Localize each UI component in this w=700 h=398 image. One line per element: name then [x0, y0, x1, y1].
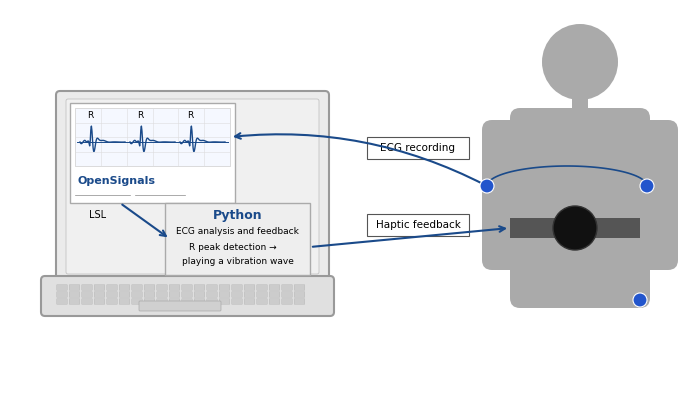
- Text: Haptic feedback: Haptic feedback: [376, 220, 461, 230]
- FancyBboxPatch shape: [294, 285, 304, 290]
- FancyBboxPatch shape: [157, 299, 167, 304]
- FancyBboxPatch shape: [144, 292, 155, 297]
- Circle shape: [480, 179, 494, 193]
- FancyBboxPatch shape: [257, 292, 267, 297]
- Bar: [75, 108, 230, 166]
- Text: R: R: [187, 111, 193, 121]
- Bar: [510, 218, 640, 238]
- FancyBboxPatch shape: [367, 214, 469, 236]
- FancyBboxPatch shape: [106, 299, 118, 304]
- FancyBboxPatch shape: [157, 285, 167, 290]
- FancyBboxPatch shape: [510, 108, 650, 308]
- FancyBboxPatch shape: [182, 285, 192, 290]
- FancyBboxPatch shape: [144, 285, 155, 290]
- FancyBboxPatch shape: [119, 292, 130, 297]
- FancyBboxPatch shape: [41, 276, 334, 316]
- FancyBboxPatch shape: [119, 299, 130, 304]
- FancyBboxPatch shape: [206, 285, 217, 290]
- FancyBboxPatch shape: [232, 299, 242, 304]
- FancyBboxPatch shape: [232, 292, 242, 297]
- FancyBboxPatch shape: [169, 285, 180, 290]
- FancyBboxPatch shape: [132, 292, 142, 297]
- FancyBboxPatch shape: [206, 292, 217, 297]
- FancyBboxPatch shape: [139, 301, 221, 311]
- Bar: [572, 95, 588, 117]
- Text: R: R: [137, 111, 143, 121]
- Bar: [165, 203, 310, 275]
- Circle shape: [640, 179, 654, 193]
- FancyBboxPatch shape: [281, 285, 293, 290]
- FancyBboxPatch shape: [144, 299, 155, 304]
- Text: playing a vibration wave: playing a vibration wave: [181, 256, 293, 265]
- FancyBboxPatch shape: [94, 299, 105, 304]
- FancyBboxPatch shape: [57, 299, 67, 304]
- Text: R: R: [87, 111, 93, 121]
- FancyBboxPatch shape: [281, 292, 293, 297]
- Text: ECG analysis and feedback: ECG analysis and feedback: [176, 226, 299, 236]
- FancyBboxPatch shape: [182, 292, 192, 297]
- FancyBboxPatch shape: [194, 285, 205, 290]
- FancyBboxPatch shape: [119, 285, 130, 290]
- Text: LSL: LSL: [90, 210, 106, 220]
- FancyBboxPatch shape: [294, 292, 304, 297]
- FancyBboxPatch shape: [69, 299, 80, 304]
- FancyBboxPatch shape: [169, 292, 180, 297]
- FancyBboxPatch shape: [69, 285, 80, 290]
- Text: ECG recording: ECG recording: [381, 143, 456, 153]
- FancyBboxPatch shape: [482, 120, 528, 270]
- FancyBboxPatch shape: [632, 120, 678, 270]
- Circle shape: [553, 206, 597, 250]
- FancyBboxPatch shape: [244, 292, 255, 297]
- FancyBboxPatch shape: [94, 292, 105, 297]
- Text: Python: Python: [213, 209, 262, 222]
- FancyBboxPatch shape: [232, 285, 242, 290]
- FancyBboxPatch shape: [69, 292, 80, 297]
- FancyBboxPatch shape: [244, 299, 255, 304]
- FancyBboxPatch shape: [244, 285, 255, 290]
- FancyBboxPatch shape: [281, 299, 293, 304]
- FancyBboxPatch shape: [66, 99, 319, 274]
- FancyBboxPatch shape: [219, 299, 230, 304]
- FancyBboxPatch shape: [270, 292, 280, 297]
- Bar: [70, 103, 235, 203]
- FancyBboxPatch shape: [82, 299, 92, 304]
- FancyBboxPatch shape: [169, 299, 180, 304]
- FancyBboxPatch shape: [106, 285, 118, 290]
- FancyBboxPatch shape: [82, 285, 92, 290]
- FancyBboxPatch shape: [257, 299, 267, 304]
- FancyBboxPatch shape: [56, 91, 329, 284]
- FancyBboxPatch shape: [82, 292, 92, 297]
- FancyBboxPatch shape: [367, 137, 469, 159]
- FancyBboxPatch shape: [219, 285, 230, 290]
- FancyBboxPatch shape: [132, 299, 142, 304]
- FancyBboxPatch shape: [270, 285, 280, 290]
- FancyBboxPatch shape: [132, 285, 142, 290]
- FancyBboxPatch shape: [157, 292, 167, 297]
- FancyBboxPatch shape: [57, 285, 67, 290]
- FancyBboxPatch shape: [194, 292, 205, 297]
- FancyBboxPatch shape: [270, 299, 280, 304]
- FancyBboxPatch shape: [219, 292, 230, 297]
- FancyBboxPatch shape: [57, 292, 67, 297]
- FancyBboxPatch shape: [182, 299, 192, 304]
- Text: R peak detection →: R peak detection →: [189, 242, 276, 252]
- FancyBboxPatch shape: [206, 299, 217, 304]
- Circle shape: [542, 24, 618, 100]
- FancyBboxPatch shape: [257, 285, 267, 290]
- FancyBboxPatch shape: [294, 299, 304, 304]
- Circle shape: [633, 293, 647, 307]
- FancyBboxPatch shape: [194, 299, 205, 304]
- FancyBboxPatch shape: [94, 285, 105, 290]
- FancyBboxPatch shape: [106, 292, 118, 297]
- Text: OpenSignals: OpenSignals: [78, 176, 156, 186]
